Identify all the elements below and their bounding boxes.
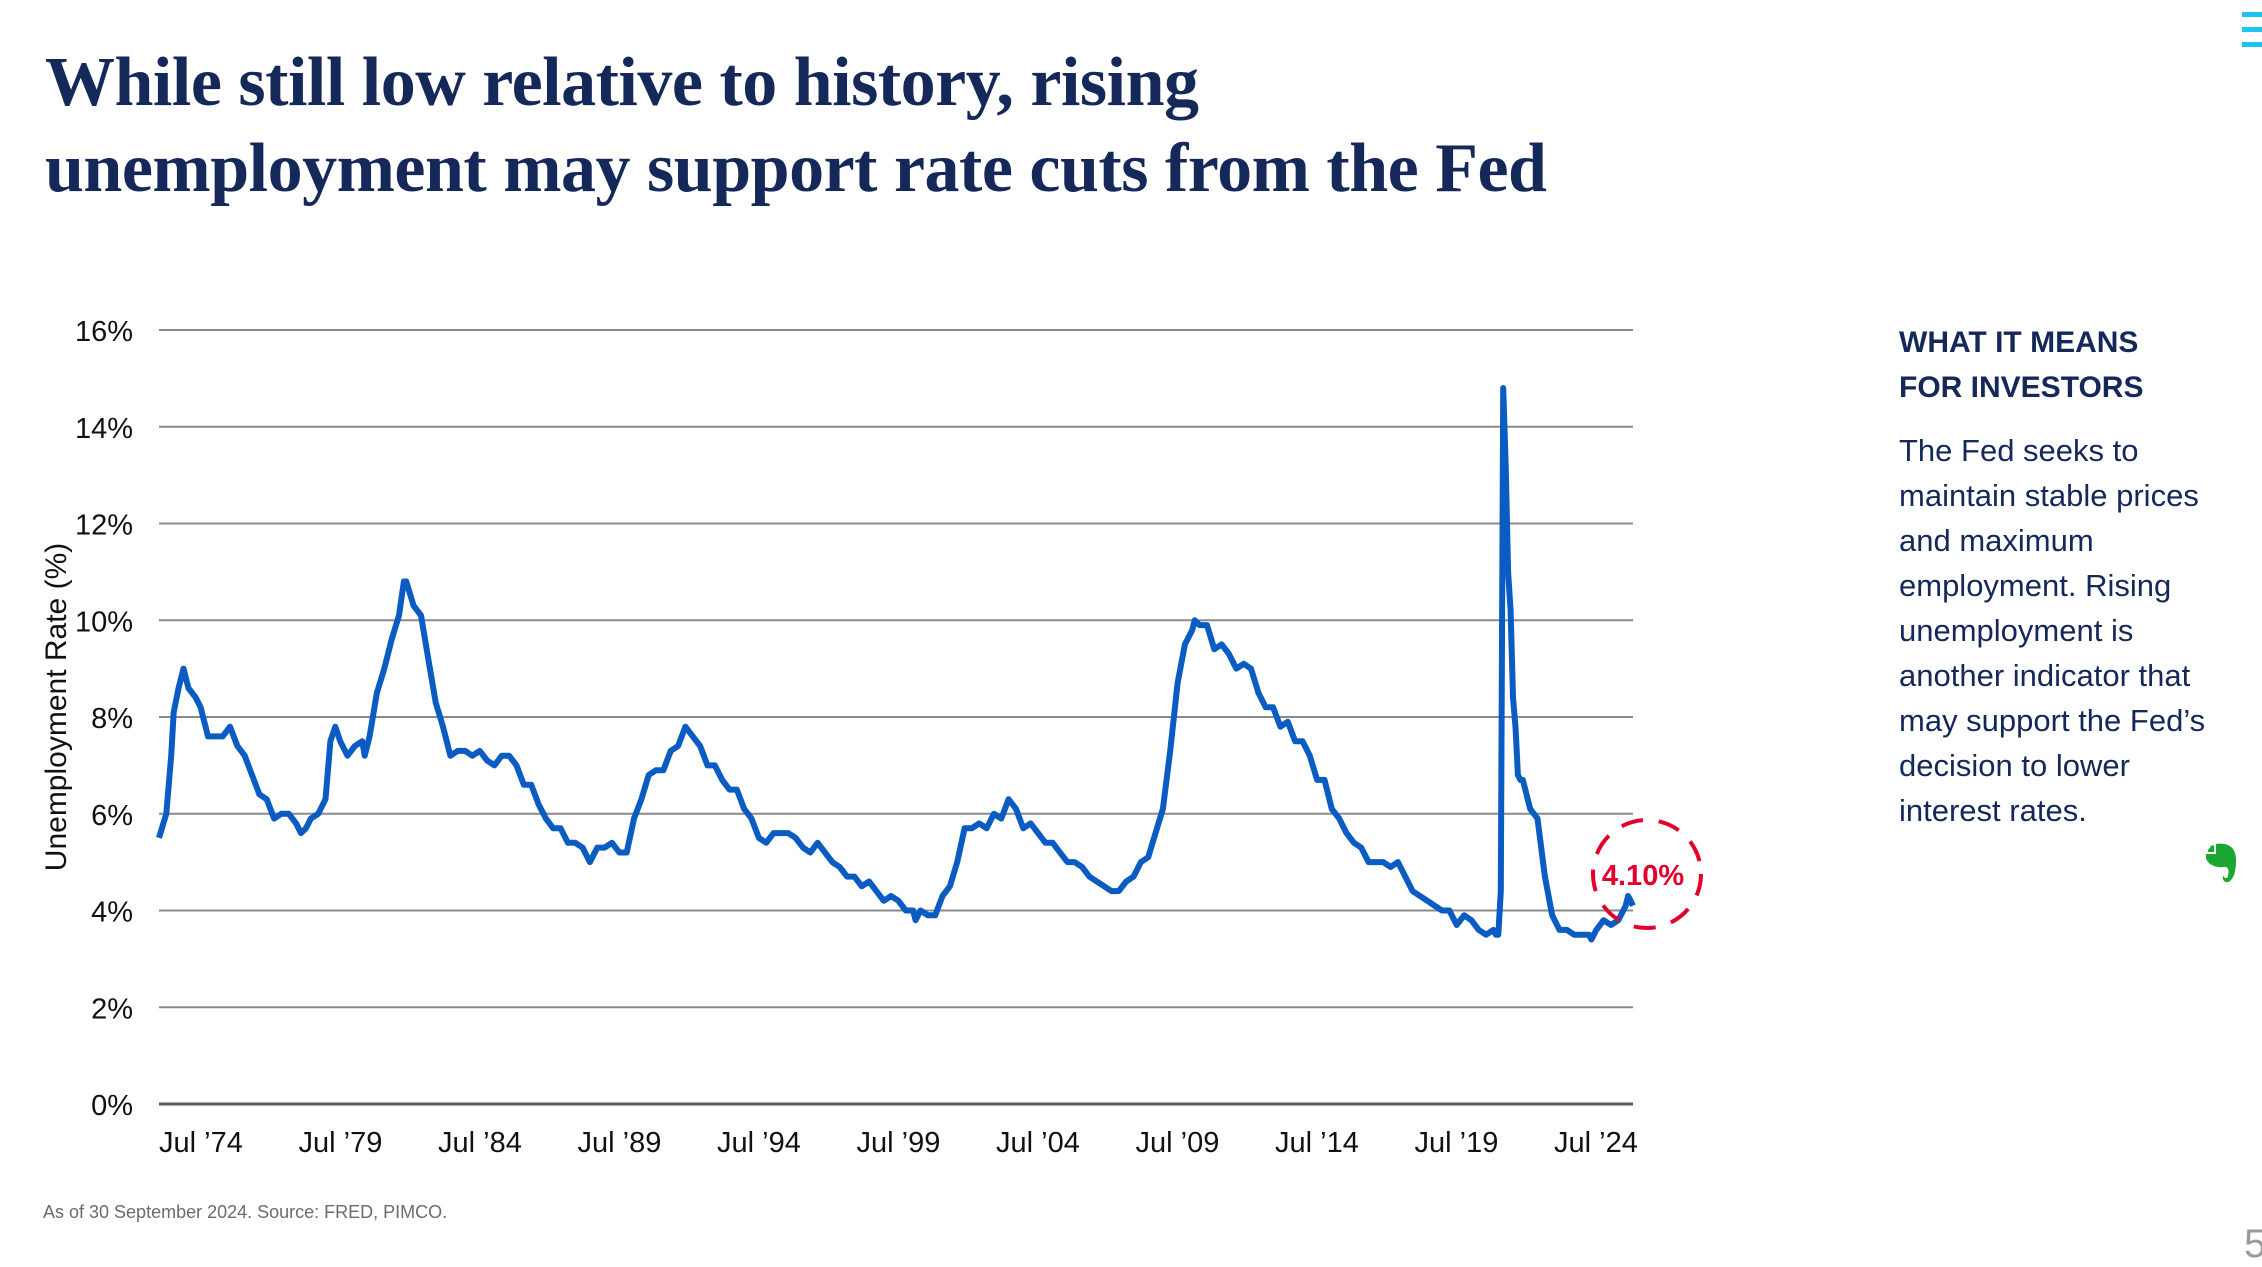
y-tick-label: 0% xyxy=(91,1090,133,1122)
x-tick-label: Jul ’89 xyxy=(578,1127,662,1159)
x-tick-label: Jul ’09 xyxy=(1136,1127,1220,1159)
insight-heading-line-1: WHAT IT MEANS xyxy=(1899,326,2139,359)
insight-heading-line-2: FOR INVESTORS xyxy=(1899,371,2144,404)
insight-heading: WHAT IT MEANS FOR INVESTORS xyxy=(1899,320,2239,410)
page-number: 5 xyxy=(2244,1222,2262,1266)
x-tick-label: Jul ’04 xyxy=(996,1127,1080,1159)
insight-body: The Fed seeks to maintain stable prices … xyxy=(1899,433,2206,828)
y-tick-label: 4% xyxy=(91,897,133,929)
y-tick-label: 2% xyxy=(91,993,133,1025)
x-tick-label: Jul ’74 xyxy=(159,1127,243,1159)
y-tick-label: 6% xyxy=(91,800,133,832)
x-tick-label: Jul ’19 xyxy=(1415,1127,1499,1159)
y-tick-label: 14% xyxy=(75,413,133,445)
page-title: While still low relative to history, ris… xyxy=(45,40,1547,212)
callout-value: 4.10% xyxy=(1602,860,1684,892)
x-tick-label: Jul ’24 xyxy=(1554,1127,1638,1159)
y-axis-label: Unemployment Rate (%) xyxy=(40,543,73,871)
hamburger-menu-icon[interactable] xyxy=(2242,12,2262,57)
current-value-callout: 4.10% xyxy=(1591,818,1703,930)
y-tick-label: 8% xyxy=(91,703,133,735)
title-line-1: While still low relative to history, ris… xyxy=(45,44,1199,121)
y-tick-label: 16% xyxy=(75,316,133,348)
unemployment-rate-line xyxy=(156,385,1636,943)
x-tick-label: Jul ’94 xyxy=(717,1127,801,1159)
title-line-2: unemployment may support rate cuts from … xyxy=(45,130,1547,207)
investor-insight-panel: WHAT IT MEANS FOR INVESTORS The Fed seek… xyxy=(1899,320,2239,833)
source-footnote: As of 30 September 2024. Source: FRED, P… xyxy=(43,1202,448,1222)
x-tick-labels: Jul ’74 Jul ’79 Jul ’84 Jul ’89 Jul ’94 Jul ’… xyxy=(159,1127,1638,1159)
x-tick-label: Jul ’79 xyxy=(299,1127,383,1159)
gridlines xyxy=(159,329,1633,1106)
callout-dashed-circle xyxy=(1591,818,1703,930)
x-tick-label: Jul ’84 xyxy=(438,1127,522,1159)
evernote-elephant-icon[interactable] xyxy=(2204,842,2240,886)
y-tick-labels: 0% 2% 4% 6% 8% 10% 12% 14% 16% xyxy=(75,316,133,1122)
x-tick-label: Jul ’14 xyxy=(1275,1127,1359,1159)
y-tick-label: 12% xyxy=(75,510,133,542)
y-tick-label: 10% xyxy=(75,606,133,638)
x-tick-label: Jul ’99 xyxy=(857,1127,941,1159)
